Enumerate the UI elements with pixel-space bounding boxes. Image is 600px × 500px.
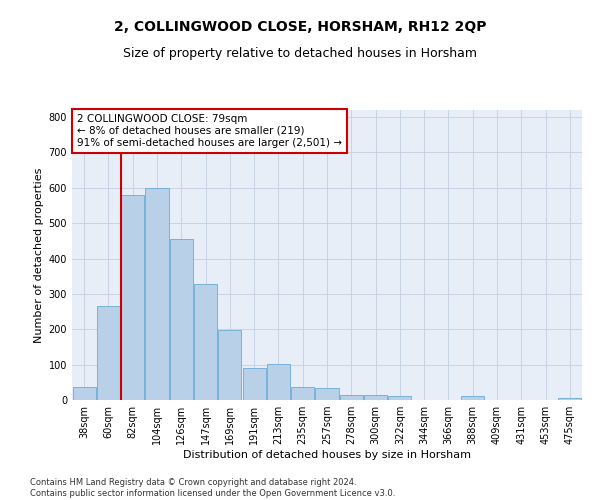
Bar	[340, 394, 363, 400]
Y-axis label: Number of detached properties: Number of detached properties	[34, 168, 44, 342]
Bar	[145, 188, 169, 400]
Text: Size of property relative to detached houses in Horsham: Size of property relative to detached ho…	[123, 48, 477, 60]
Text: 2, COLLINGWOOD CLOSE, HORSHAM, RH12 2QP: 2, COLLINGWOOD CLOSE, HORSHAM, RH12 2QP	[114, 20, 486, 34]
Bar	[559, 398, 581, 400]
Bar	[97, 306, 120, 400]
Bar	[73, 386, 95, 400]
Bar	[316, 388, 338, 400]
X-axis label: Distribution of detached houses by size in Horsham: Distribution of detached houses by size …	[183, 450, 471, 460]
Bar	[267, 364, 290, 400]
Bar	[121, 195, 144, 400]
Bar	[364, 394, 387, 400]
Bar	[218, 330, 241, 400]
Bar	[291, 387, 314, 400]
Text: 2 COLLINGWOOD CLOSE: 79sqm
← 8% of detached houses are smaller (219)
91% of semi: 2 COLLINGWOOD CLOSE: 79sqm ← 8% of detac…	[77, 114, 342, 148]
Bar	[461, 396, 484, 400]
Bar	[194, 284, 217, 400]
Bar	[388, 396, 412, 400]
Bar	[242, 368, 266, 400]
Text: Contains HM Land Registry data © Crown copyright and database right 2024.
Contai: Contains HM Land Registry data © Crown c…	[30, 478, 395, 498]
Bar	[170, 239, 193, 400]
